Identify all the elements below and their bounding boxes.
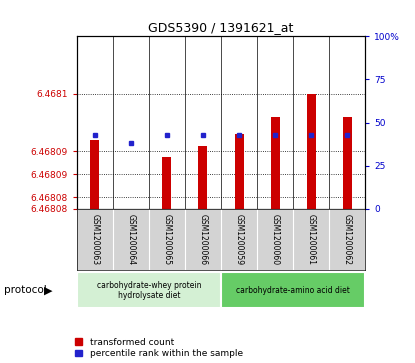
Bar: [198, 146, 208, 209]
Bar: [162, 157, 171, 209]
Text: GSM1200064: GSM1200064: [126, 214, 135, 265]
Text: GSM1200066: GSM1200066: [198, 214, 208, 265]
Bar: [126, 209, 135, 220]
Text: carbohydrate-whey protein
hydrolysate diet: carbohydrate-whey protein hydrolysate di…: [97, 281, 201, 300]
Text: GSM1200063: GSM1200063: [90, 214, 99, 265]
Bar: [90, 140, 99, 209]
Bar: [77, 272, 221, 309]
Legend: transformed count, percentile rank within the sample: transformed count, percentile rank withi…: [75, 338, 243, 359]
Text: ▶: ▶: [44, 285, 52, 295]
Text: GSM1200059: GSM1200059: [234, 214, 244, 265]
Bar: [307, 94, 316, 209]
Text: carbohydrate-amino acid diet: carbohydrate-amino acid diet: [236, 286, 350, 295]
Text: GSM1200060: GSM1200060: [271, 214, 280, 265]
Text: GSM1200065: GSM1200065: [162, 214, 171, 265]
Title: GDS5390 / 1391621_at: GDS5390 / 1391621_at: [148, 21, 294, 34]
Bar: [271, 117, 280, 209]
Bar: [343, 117, 352, 209]
Text: GSM1200061: GSM1200061: [307, 214, 316, 265]
Text: GSM1200062: GSM1200062: [343, 214, 352, 265]
Text: protocol: protocol: [4, 285, 47, 295]
Bar: [221, 272, 365, 309]
Bar: [234, 134, 244, 209]
